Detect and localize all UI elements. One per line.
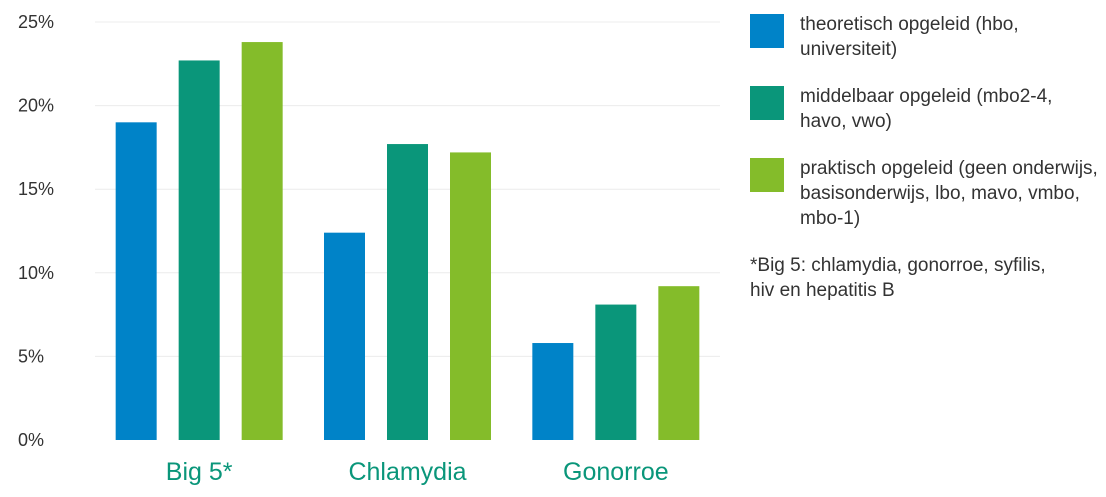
y-tick-label: 15% (18, 179, 54, 199)
bar-2-1 (595, 304, 637, 440)
x-tick-label: Gonorroe (563, 458, 669, 486)
y-tick-label: 25% (18, 12, 54, 32)
x-tick-label: Big 5* (166, 458, 233, 486)
legend-label-theoretisch: theoretisch opgeleid (hbo, universiteit) (800, 14, 1019, 60)
footnote: *Big 5: chlamydia, gonorroe, syfilis, hi… (750, 255, 1046, 301)
legend-item-middelbaar: middelbaar opgeleid (mbo2-4, havo, vwo) (750, 84, 1100, 134)
y-tick-label: 0% (18, 430, 44, 450)
legend-label-middelbaar: middelbaar opgeleid (mbo2-4, havo, vwo) (800, 86, 1053, 132)
bar-2-2 (658, 286, 700, 440)
bar-1-2 (450, 152, 491, 440)
y-axis-tick-labels: 0% 5% 10% 15% 20% 25% (18, 12, 54, 450)
bar-1-0 (324, 232, 365, 440)
bars (115, 42, 700, 441)
y-tick-label: 5% (18, 346, 44, 366)
legend-label-praktisch: praktisch opgeleid (geen onderwijs, basi… (800, 158, 1098, 229)
x-axis-tick-labels: Big 5* Chlamydia Gonorroe (166, 458, 669, 486)
legend-swatch-theoretisch (750, 14, 784, 48)
y-tick-label: 20% (18, 96, 54, 116)
legend-item-theoretisch: theoretisch opgeleid (hbo, universiteit) (750, 12, 1100, 62)
legend: theoretisch opgeleid (hbo, universiteit)… (750, 12, 1100, 303)
bar-0-0 (115, 122, 157, 440)
legend-swatch-praktisch (750, 158, 784, 192)
bar-2-0 (532, 343, 574, 440)
legend-swatch-middelbaar (750, 86, 784, 120)
bar-1-1 (387, 144, 428, 440)
x-tick-label: Chlamydia (348, 458, 466, 486)
bar-0-1 (178, 60, 220, 441)
bar-chart: 0% 5% 10% 15% 20% 25% Big 5* Chlamydia Gonorroe (18, 12, 720, 486)
y-tick-label: 10% (18, 263, 54, 283)
bar-0-2 (241, 42, 283, 441)
legend-item-praktisch: praktisch opgeleid (geen onderwijs, basi… (750, 156, 1100, 231)
